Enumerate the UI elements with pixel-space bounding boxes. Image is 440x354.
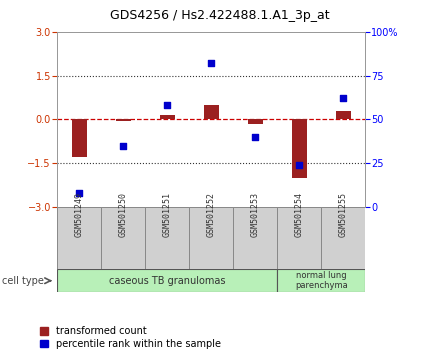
Bar [57, 269, 277, 292]
Bar [189, 207, 233, 269]
Text: GSM501251: GSM501251 [163, 192, 172, 237]
Text: GSM501255: GSM501255 [339, 192, 348, 237]
Text: GSM501253: GSM501253 [251, 192, 260, 237]
Point [208, 61, 215, 66]
Text: GSM501250: GSM501250 [119, 192, 128, 237]
Bar [204, 105, 219, 120]
Text: cell type: cell type [2, 276, 44, 286]
Text: GDS4256 / Hs2.422488.1.A1_3p_at: GDS4256 / Hs2.422488.1.A1_3p_at [110, 9, 330, 22]
Bar [336, 111, 351, 120]
Bar [145, 207, 189, 269]
Point [296, 162, 303, 168]
Legend: transformed count, percentile rank within the sample: transformed count, percentile rank withi… [40, 326, 220, 349]
Bar [160, 115, 175, 120]
Text: caseous TB granulomas: caseous TB granulomas [109, 275, 225, 286]
Bar [57, 207, 101, 269]
Point [120, 143, 127, 149]
Bar [248, 120, 263, 124]
Bar [233, 207, 277, 269]
Bar [277, 207, 321, 269]
Bar [116, 120, 131, 121]
Bar [277, 269, 365, 292]
Text: GSM501252: GSM501252 [207, 192, 216, 237]
Bar [292, 120, 307, 178]
Text: GSM501249: GSM501249 [75, 192, 84, 237]
Point [164, 103, 171, 108]
Bar [72, 120, 87, 158]
Bar [321, 207, 365, 269]
Text: normal lung
parenchyma: normal lung parenchyma [295, 271, 348, 290]
Bar [101, 207, 145, 269]
Point [76, 190, 83, 196]
Point [340, 96, 347, 101]
Text: GSM501254: GSM501254 [295, 192, 304, 237]
Point [252, 134, 259, 140]
